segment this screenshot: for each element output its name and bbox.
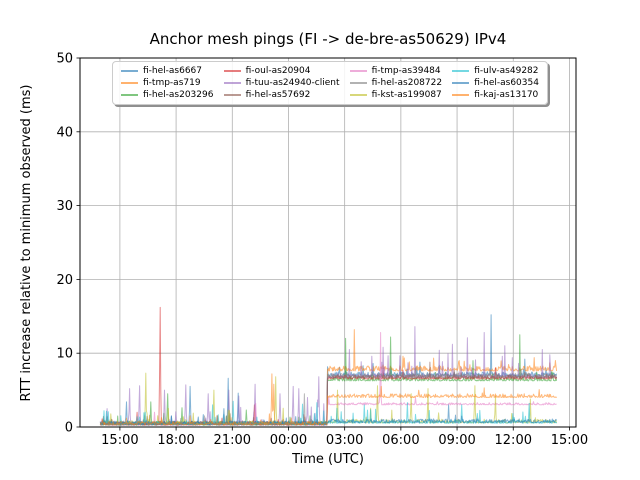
x-tick-label: 00:00	[270, 433, 307, 448]
legend-item-fi-tmp-as39484: fi-tmp-as39484	[349, 65, 442, 77]
legend-label: fi-tuu-as24940-client	[245, 78, 340, 88]
series-line-fi-kaj-as13170	[99, 385, 557, 426]
x-tick-label: 15:00	[551, 433, 588, 448]
legend-item-fi-ulv-as49282: fi-ulv-as49282	[452, 65, 539, 77]
y-tick-label: 40	[56, 125, 73, 140]
legend-label: fi-hel-as208722	[371, 78, 443, 88]
y-tick-label: 10	[56, 347, 73, 362]
legend-line-swatch	[349, 82, 367, 84]
x-tick-label: 09:00	[438, 433, 475, 448]
y-tick-label: 0	[65, 421, 73, 436]
legend-label: fi-hel-as6667	[143, 66, 203, 76]
y-tick-label: 30	[56, 199, 73, 214]
legend-item-fi-hel-as203296: fi-hel-as203296	[121, 89, 213, 101]
legend-item-fi-tuu-as24940-client: fi-tuu-as24940-client	[223, 77, 340, 89]
legend-line-swatch	[452, 82, 470, 84]
series-line-fi-hel-as60354	[99, 404, 558, 425]
legend-label: fi-hel-as203296	[143, 90, 214, 100]
chart-title: Anchor mesh pings (FI -> de-bre-as50629)…	[149, 30, 507, 48]
x-axis-label: Time (UTC)	[292, 452, 364, 467]
legend-label: fi-hel-as60354	[474, 78, 539, 88]
x-tick-label: 12:00	[495, 433, 532, 448]
legend-line-swatch	[452, 70, 470, 72]
legend-label: fi-kaj-as13170	[474, 90, 539, 100]
legend-line-swatch	[349, 70, 367, 72]
legend-line-swatch	[223, 70, 241, 72]
y-axis-label: RTT increase relative to minimum observe…	[19, 84, 34, 402]
legend-label: fi-tmp-as39484	[371, 66, 441, 76]
x-tick-label: 06:00	[382, 433, 419, 448]
legend-item-fi-hel-as208722: fi-hel-as208722	[349, 77, 443, 89]
legend-label: fi-kst-as199087	[371, 90, 442, 100]
legend-line-swatch	[121, 70, 138, 72]
legend-item-fi-hel-as60354: fi-hel-as60354	[452, 77, 539, 89]
legend-item-fi-kaj-as13170: fi-kaj-as13170	[452, 89, 539, 101]
legend-item-fi-hel-as57692: fi-hel-as57692	[223, 89, 340, 101]
legend-item-fi-hel-as6667: fi-hel-as6667	[121, 65, 213, 77]
legend-item-fi-oul-as20904: fi-oul-as20904	[223, 65, 340, 77]
y-tick-label: 20	[56, 273, 73, 288]
legend-box: fi-hel-as6667 fi-tmp-as719 fi-hel-as203296…	[112, 61, 548, 105]
legend-line-swatch	[223, 82, 241, 84]
legend-label: fi-oul-as20904	[245, 66, 311, 76]
legend-line-swatch	[223, 94, 241, 96]
legend-label: fi-ulv-as49282	[474, 66, 539, 76]
x-tick-label: 18:00	[157, 433, 194, 448]
legend-item-fi-kst-as199087: fi-kst-as199087	[349, 89, 442, 101]
axes-spines	[79, 57, 577, 428]
legend-label: fi-tmp-as719	[143, 78, 201, 88]
x-tick-label: 21:00	[214, 433, 251, 448]
x-tick-label: 03:00	[326, 433, 363, 448]
legend-label: fi-hel-as57692	[245, 90, 311, 100]
x-tick-label: 15:00	[101, 433, 138, 448]
series-line-fi-oul-as20904	[100, 306, 558, 426]
y-tick-label: 50	[56, 52, 73, 67]
legend-line-swatch	[349, 94, 367, 96]
legend-line-swatch	[121, 94, 138, 96]
legend-line-swatch	[452, 94, 470, 96]
legend-line-swatch	[121, 82, 138, 84]
legend-item-fi-tmp-as719: fi-tmp-as719	[121, 77, 213, 89]
